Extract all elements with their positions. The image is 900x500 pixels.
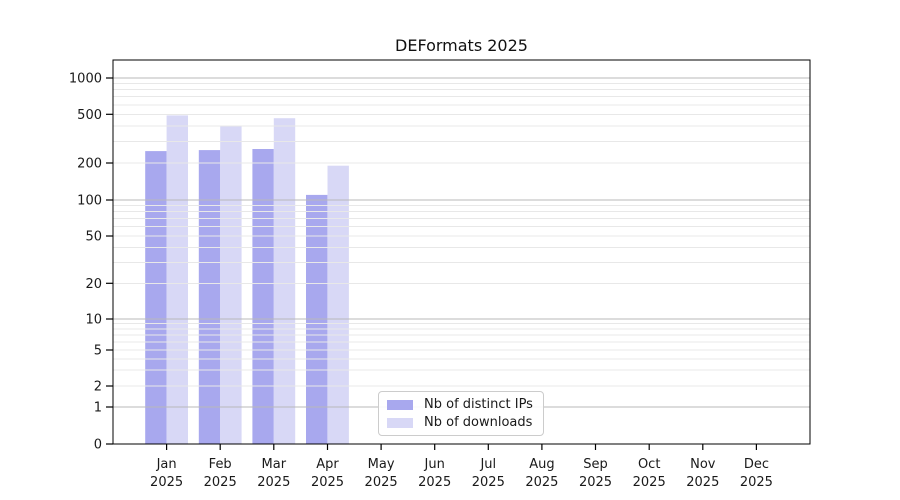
y-tick-label: 0 [94, 438, 102, 453]
x-tick-label-month: Dec [744, 457, 769, 472]
x-tick-label-year: 2025 [633, 475, 666, 490]
bar-downloads-apr [327, 165, 349, 444]
x-tick-label-month: Feb [209, 457, 232, 472]
plot-border [112, 59, 811, 445]
x-tick-label-month: Jul [479, 457, 496, 472]
y-tick-label: 10 [85, 313, 102, 328]
x-tick-label-year: 2025 [686, 475, 719, 490]
x-tick-label-month: Sep [583, 457, 608, 472]
y-tick-label: 5 [94, 344, 102, 359]
y-tick-label: 200 [77, 157, 102, 172]
x-tick-label-year: 2025 [311, 475, 344, 490]
y-tick-label: 500 [77, 108, 102, 123]
x-tick-label-year: 2025 [150, 475, 183, 490]
legend-label-distinct-ips: Nb of distinct IPs [424, 397, 533, 412]
y-axis: 0 1 2 5 10 20 50 100 200 500 1000 [69, 72, 113, 453]
x-tick-label-year: 2025 [472, 475, 505, 490]
bar-downloads-feb [220, 126, 242, 444]
legend-swatch-downloads [387, 417, 413, 428]
y-tick-label: 100 [77, 194, 102, 209]
bars-layer [145, 115, 349, 445]
bar-distinct-ips-feb [198, 150, 221, 444]
x-tick-label-month: Nov [690, 457, 716, 472]
x-tick-label-year: 2025 [204, 475, 237, 490]
x-tick-label-month: Jun [424, 457, 445, 472]
legend-swatch-distinct-ips [387, 399, 413, 410]
bar-downloads-jan [166, 115, 188, 445]
x-tick-label-month: Apr [316, 457, 339, 472]
x-tick-label-month: May [368, 457, 395, 472]
x-tick-label-year: 2025 [257, 475, 290, 490]
x-axis: Jan 2025 Feb 2025 Mar 2025 Apr 2025 May 2025 Jun 20… [150, 444, 773, 490]
y-tick-label: 20 [85, 277, 102, 292]
y-tick-label: 1000 [69, 72, 102, 87]
x-tick-label-year: 2025 [579, 475, 612, 490]
legend-label-downloads: Nb of downloads [424, 415, 533, 430]
legend-entry-distinct-ips: Nb of distinct IPs [387, 397, 535, 412]
y-tick-label: 2 [94, 380, 102, 395]
chart-title: DEFormats 2025 [395, 36, 528, 55]
legend-entry-downloads: Nb of downloads [387, 415, 535, 430]
x-tick-label-month: Mar [262, 457, 287, 472]
x-tick-label-month: Oct [638, 457, 660, 472]
bar-distinct-ips-mar [252, 149, 274, 444]
x-tick-label-year: 2025 [740, 475, 773, 490]
x-tick-label-month: Aug [529, 457, 554, 472]
x-tick-label-year: 2025 [525, 475, 558, 490]
x-tick-label-year: 2025 [418, 475, 451, 490]
bar-downloads-mar [273, 118, 296, 444]
x-tick-label-year: 2025 [365, 475, 398, 490]
gridlines-layer [113, 77, 810, 408]
bar-distinct-ips-jan [145, 151, 167, 444]
x-tick-label-month: Jan [156, 457, 177, 472]
y-tick-label: 50 [85, 230, 102, 245]
y-tick-label: 1 [94, 401, 102, 416]
legend: Nb of distinct IPs Nb of downloads [378, 391, 544, 436]
